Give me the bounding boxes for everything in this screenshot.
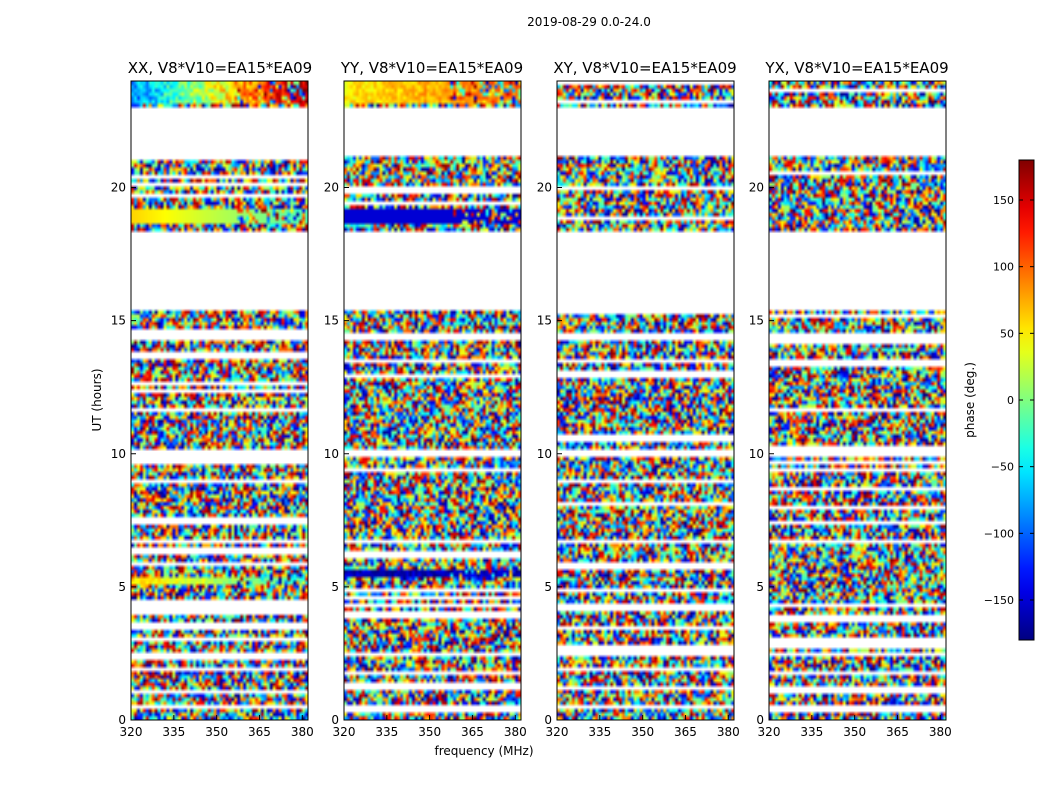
plot-frame xyxy=(130,80,309,721)
x-tick-label: 380 xyxy=(929,725,952,739)
y-tick-label: 15 xyxy=(111,314,126,328)
y-tick-label: 5 xyxy=(544,580,552,594)
colorbar-tick-label: 150 xyxy=(993,194,1014,207)
y-tick-label: 10 xyxy=(749,447,764,461)
colorbar-tick-label: −50 xyxy=(991,461,1014,474)
y-tick-label: 15 xyxy=(537,314,552,328)
x-tick-label: 380 xyxy=(504,725,527,739)
panel-title: YX, V8*V10=EA15*EA09 xyxy=(764,59,948,77)
y-tick-label: 20 xyxy=(537,181,552,195)
y-tick-label: 15 xyxy=(324,314,339,328)
phase-heatmap xyxy=(344,81,521,720)
y-tick-label: 5 xyxy=(756,580,764,594)
phase-heatmap xyxy=(131,81,308,720)
colorbar-tick-label: 100 xyxy=(993,261,1014,274)
y-tick-label: 5 xyxy=(331,580,339,594)
plot-frame xyxy=(343,80,522,721)
y-tick-label: 0 xyxy=(544,713,552,727)
x-tick-label: 320 xyxy=(333,725,356,739)
x-tick-label: 335 xyxy=(800,725,823,739)
panel-xx: XX, V8*V10=EA15*EA09 0 5 10 15 20 320 335 350 36… xyxy=(111,59,314,739)
x-tick-label: 365 xyxy=(248,725,271,739)
x-tick-label: 350 xyxy=(631,725,654,739)
colorbar-tick-label: 0 xyxy=(1007,394,1014,407)
y-tick-label: 10 xyxy=(537,447,552,461)
y-tick-label: 0 xyxy=(756,713,764,727)
x-tick-label: 380 xyxy=(291,725,314,739)
y-tick-label: 20 xyxy=(324,181,339,195)
plot-frame xyxy=(556,80,735,721)
figure-suptitle: 2019-08-29 0.0-24.0 xyxy=(527,15,651,29)
panel-xy: XY, V8*V10=EA15*EA09 0 5 10 15 20 320 335 350 36… xyxy=(537,59,740,739)
y-tick-label: 20 xyxy=(749,181,764,195)
x-tick-label: 320 xyxy=(120,725,143,739)
phase-heatmap xyxy=(769,81,946,720)
x-tick-label: 380 xyxy=(717,725,740,739)
plot-frame xyxy=(768,80,947,721)
panel-title: XX, V8*V10=EA15*EA09 xyxy=(128,59,312,77)
x-tick-label: 335 xyxy=(162,725,185,739)
x-tick-label: 335 xyxy=(588,725,611,739)
colorbar-tick-label: −100 xyxy=(984,527,1014,540)
x-tick-label: 350 xyxy=(205,725,228,739)
panel-yy: YY, V8*V10=EA15*EA09 0 5 10 15 20 320 335 350 36… xyxy=(324,59,527,739)
x-tick-label: 365 xyxy=(461,725,484,739)
y-tick-label: 20 xyxy=(111,181,126,195)
y-tick-label: 10 xyxy=(324,447,339,461)
x-tick-label: 365 xyxy=(886,725,909,739)
x-tick-label: 350 xyxy=(843,725,866,739)
y-tick-label: 5 xyxy=(118,580,126,594)
panel-yx: YX, V8*V10=EA15*EA09 0 5 10 15 20 320 335 350 36… xyxy=(749,59,952,739)
y-tick-label: 10 xyxy=(111,447,126,461)
panel-title: YY, V8*V10=EA15*EA09 xyxy=(340,59,523,77)
panel-title: XY, V8*V10=EA15*EA09 xyxy=(553,59,736,77)
colorbar-tick-label: 50 xyxy=(1000,327,1014,340)
colorbar: phase (deg.) 150 100 50 0 −50 −100 −150 xyxy=(963,159,1035,641)
phase-heatmap xyxy=(557,81,734,720)
x-tick-label: 320 xyxy=(758,725,781,739)
colorbar-tick-label: −150 xyxy=(984,594,1014,607)
x-axis-label: frequency (MHz) xyxy=(434,744,533,758)
colorbar-label: phase (deg.) xyxy=(963,362,977,438)
y-tick-label: 0 xyxy=(331,713,339,727)
x-tick-label: 350 xyxy=(418,725,441,739)
y-tick-label: 15 xyxy=(749,314,764,328)
x-tick-label: 320 xyxy=(546,725,569,739)
x-tick-label: 365 xyxy=(674,725,697,739)
x-tick-label: 335 xyxy=(375,725,398,739)
y-axis-label: UT (hours) xyxy=(90,368,104,431)
y-tick-label: 0 xyxy=(118,713,126,727)
